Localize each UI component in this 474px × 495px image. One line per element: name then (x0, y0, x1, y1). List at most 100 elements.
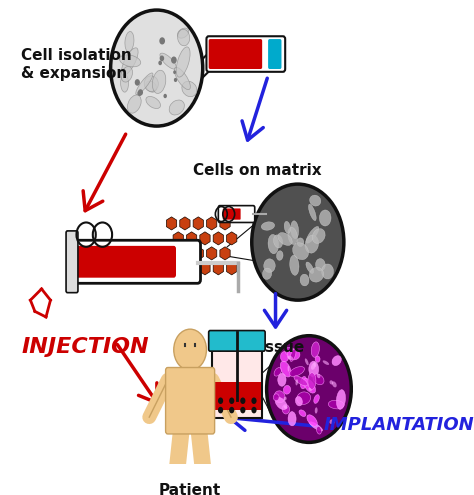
Circle shape (240, 407, 246, 413)
Circle shape (251, 407, 256, 413)
Ellipse shape (297, 392, 310, 404)
Ellipse shape (178, 29, 190, 46)
Circle shape (229, 397, 234, 404)
Ellipse shape (299, 410, 306, 416)
FancyBboxPatch shape (66, 231, 78, 293)
Ellipse shape (317, 374, 320, 378)
Ellipse shape (310, 195, 321, 206)
FancyBboxPatch shape (219, 205, 255, 222)
Ellipse shape (282, 404, 290, 414)
Polygon shape (220, 217, 230, 230)
FancyBboxPatch shape (209, 39, 262, 69)
Ellipse shape (291, 221, 299, 239)
Ellipse shape (305, 358, 309, 365)
Text: INJECTION: INJECTION (21, 337, 149, 357)
Ellipse shape (295, 379, 298, 386)
Polygon shape (180, 217, 190, 230)
Circle shape (218, 407, 223, 413)
Circle shape (158, 60, 162, 65)
Circle shape (164, 94, 167, 98)
Polygon shape (173, 262, 183, 275)
FancyBboxPatch shape (268, 39, 282, 69)
Ellipse shape (309, 267, 324, 282)
Circle shape (173, 70, 176, 74)
Ellipse shape (332, 356, 341, 365)
Ellipse shape (329, 419, 335, 424)
Ellipse shape (337, 390, 346, 409)
Ellipse shape (316, 258, 325, 271)
FancyBboxPatch shape (213, 383, 261, 410)
Ellipse shape (264, 259, 275, 273)
Ellipse shape (281, 351, 289, 362)
Ellipse shape (314, 395, 319, 403)
Text: New tissue: New tissue (210, 341, 304, 355)
Ellipse shape (146, 97, 161, 108)
Ellipse shape (307, 415, 317, 426)
Ellipse shape (294, 376, 308, 386)
Ellipse shape (312, 229, 325, 244)
Ellipse shape (121, 66, 133, 82)
Polygon shape (193, 247, 203, 260)
Ellipse shape (177, 28, 189, 38)
Ellipse shape (120, 74, 128, 92)
Ellipse shape (315, 356, 320, 362)
Ellipse shape (276, 251, 283, 260)
Polygon shape (200, 232, 210, 245)
Ellipse shape (283, 386, 291, 394)
Polygon shape (200, 262, 210, 275)
Text: Cell isolation
& expansion: Cell isolation & expansion (21, 48, 132, 81)
Polygon shape (207, 217, 217, 230)
Ellipse shape (174, 67, 191, 90)
Ellipse shape (288, 365, 290, 372)
Ellipse shape (315, 407, 318, 413)
Ellipse shape (305, 235, 319, 253)
Ellipse shape (289, 367, 304, 376)
FancyBboxPatch shape (68, 240, 201, 283)
Ellipse shape (273, 394, 279, 401)
Ellipse shape (328, 400, 344, 409)
Polygon shape (207, 247, 217, 260)
Ellipse shape (176, 47, 190, 77)
Ellipse shape (295, 396, 302, 406)
Ellipse shape (263, 268, 272, 279)
Ellipse shape (309, 204, 316, 221)
Ellipse shape (332, 381, 337, 388)
Ellipse shape (160, 53, 176, 69)
Ellipse shape (288, 412, 296, 426)
Ellipse shape (169, 100, 184, 115)
Ellipse shape (278, 373, 286, 386)
Ellipse shape (136, 73, 153, 95)
Polygon shape (186, 262, 197, 275)
Ellipse shape (323, 360, 329, 365)
Ellipse shape (268, 235, 279, 254)
Polygon shape (166, 247, 177, 260)
Ellipse shape (309, 361, 319, 377)
Polygon shape (227, 262, 237, 275)
Ellipse shape (297, 238, 304, 247)
FancyBboxPatch shape (165, 367, 215, 434)
Ellipse shape (287, 349, 300, 360)
Ellipse shape (288, 227, 297, 245)
Ellipse shape (290, 349, 296, 361)
Circle shape (251, 397, 256, 404)
Ellipse shape (285, 347, 296, 356)
Ellipse shape (128, 95, 141, 113)
Ellipse shape (261, 222, 274, 230)
Polygon shape (227, 232, 237, 245)
Ellipse shape (308, 373, 316, 390)
Text: Patient: Patient (159, 483, 221, 495)
Ellipse shape (121, 48, 138, 75)
Ellipse shape (119, 55, 141, 67)
Ellipse shape (311, 342, 319, 357)
Circle shape (159, 37, 165, 45)
Ellipse shape (284, 221, 291, 233)
Circle shape (174, 329, 207, 370)
Polygon shape (220, 247, 230, 260)
Polygon shape (186, 232, 197, 245)
Ellipse shape (319, 210, 331, 226)
Circle shape (218, 397, 223, 404)
FancyBboxPatch shape (209, 331, 265, 351)
FancyBboxPatch shape (223, 208, 241, 220)
Text: IMPLANTATION: IMPLANTATION (324, 416, 474, 434)
Circle shape (138, 89, 143, 96)
